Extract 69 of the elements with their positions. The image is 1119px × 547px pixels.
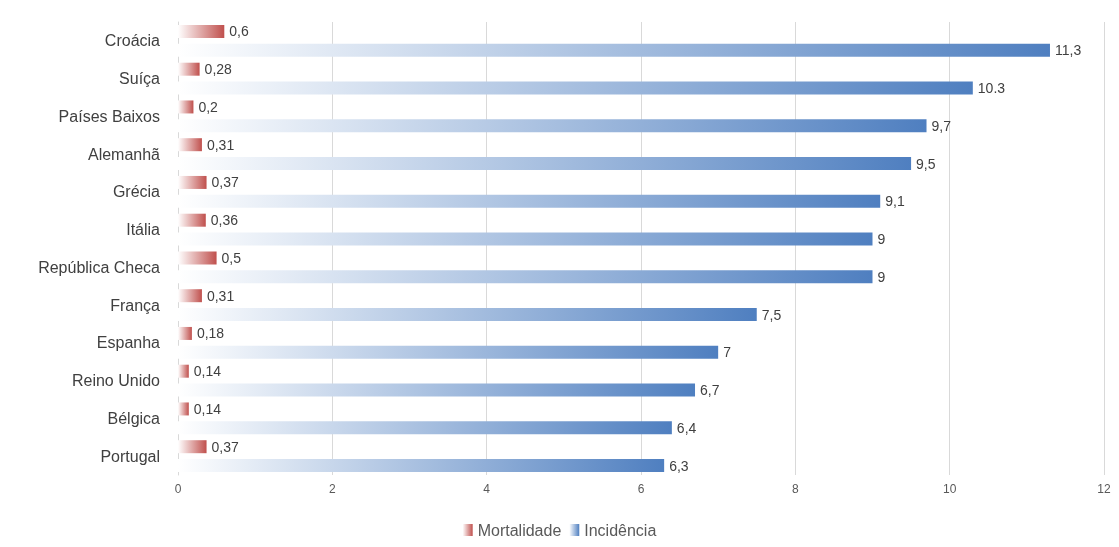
bar [178,138,202,152]
y-tick-label: Alemanhã [87,145,161,163]
data-label: 9,5 [916,155,936,172]
x-tick-label: 2 [328,482,336,496]
bar [178,270,873,284]
data-label: 0,36 [210,212,239,229]
bar [178,345,719,359]
y-tick-label: República Checa [38,258,161,276]
bar [178,402,189,416]
x-tick-label: 12 [1097,482,1111,496]
data-label: 0,14 [193,363,222,380]
y-tick-label: Suíça [119,70,161,88]
bar [178,194,881,208]
data-label: 0,5 [221,249,242,266]
data-label: 7,5 [761,306,782,323]
y-tick-label: Croácia [104,32,161,50]
bar [178,213,206,227]
data-label: 6,4 [676,419,697,436]
bar [178,326,192,340]
data-label: 0,18 [196,325,225,342]
y-tick-label: Países Baixos [58,107,160,125]
y-tick-label: Itália [126,221,161,239]
bar [178,308,757,322]
bar [178,251,217,265]
y-tick-label: Reino Unido [71,372,161,390]
bar [178,175,207,189]
bar [178,24,225,38]
x-tick-label: 6 [637,482,645,496]
legend-label: Incidência [584,521,657,539]
data-label: 0,14 [193,400,222,417]
data-label: 0,37 [211,174,240,191]
y-tick-label: Portugal [100,447,160,465]
x-tick-label: 10 [942,482,957,496]
bar [178,289,202,303]
data-label: 0,37 [211,438,240,455]
bar [178,459,665,473]
y-tick-label: Espanha [96,334,161,352]
data-label: 9,7 [931,117,952,134]
data-label: 9,1 [885,193,905,210]
data-label: 7 [723,344,732,361]
data-label: 9 [877,231,886,248]
bar [178,81,973,95]
y-tick-label: França [110,296,161,314]
bar [178,62,200,76]
bar [178,119,927,133]
data-label: 0,31 [206,136,235,153]
data-label: 0,28 [204,61,233,78]
bar [178,157,912,171]
data-label: 6,7 [700,382,720,399]
data-label: 0,6 [229,23,249,40]
data-label: 0,2 [198,98,219,115]
bar [178,364,189,378]
bar [178,440,207,454]
x-tick-label: 0 [174,482,182,496]
data-label: 0,31 [206,287,235,304]
y-tick-label: Grécia [112,183,161,201]
data-label: 10.3 [977,80,1006,97]
bar [178,232,873,246]
data-label: 11,3 [1054,42,1082,59]
bar [178,421,672,435]
bar [178,383,696,397]
data-label: 9 [877,268,886,285]
y-tick-label: Bélgica [107,409,161,427]
bar [178,43,1050,57]
legend-label: Mortalidade [477,521,562,539]
data-label: 6,3 [669,457,689,474]
bar [178,100,194,114]
x-tick-label: 8 [791,482,799,496]
x-tick-label: 4 [483,482,491,496]
